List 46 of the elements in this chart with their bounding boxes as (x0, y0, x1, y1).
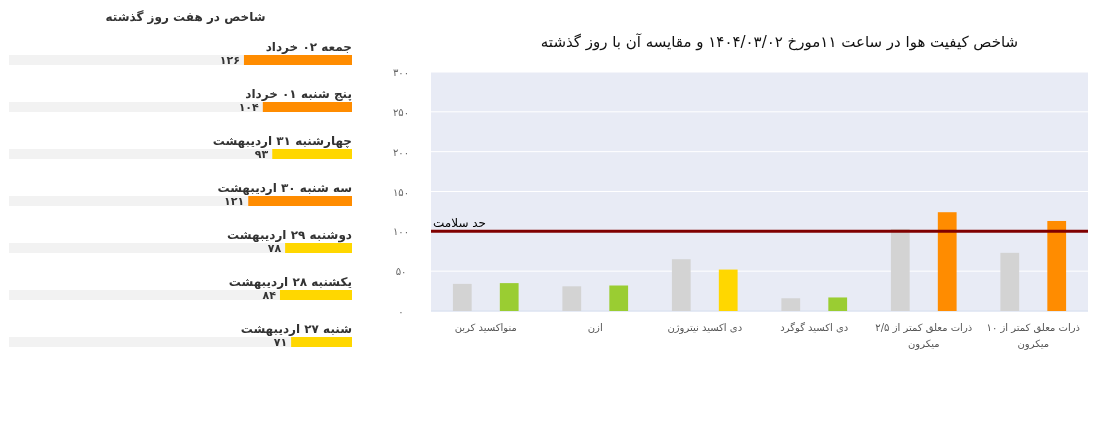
y-tick-label: ۵۰ (395, 266, 407, 278)
data-label: ۱۲۶ (219, 54, 240, 67)
y-tick-label: ۲۵۰ (392, 106, 410, 118)
data-label: ۷۱ (273, 336, 288, 349)
bar (499, 283, 519, 311)
bar (279, 290, 352, 300)
bar (781, 298, 801, 311)
bar (291, 337, 352, 347)
bar (890, 228, 910, 311)
bar (718, 269, 738, 311)
bar (937, 212, 957, 311)
data-label: ۷۸ (267, 242, 282, 255)
bar (1047, 220, 1067, 311)
y-tick-label: چهارشنبه ۳۱ اردیبهشت (212, 134, 352, 148)
y-tick-label: ۱۰۰ (392, 226, 410, 238)
ref-line-label: حد سلامت (433, 216, 486, 231)
bar (272, 149, 352, 159)
data-label: ۱۲۱ (224, 195, 245, 208)
x-tick-label: ذرات معلق کمتر از ۲/۵ میکرون (875, 322, 973, 350)
chart-title: شاخص در هفت روز گذشته (105, 10, 266, 25)
y-tick-label: ۰ (398, 306, 404, 317)
bar (562, 286, 582, 311)
x-tick-label: منواکسید کربن (454, 322, 517, 333)
chart-title: شاخص کیفیت هوا در ساعت ۱۱مورخ ۱۴۰۴/۰۳/۰۲ و مقایسه آن با روز گذشته (540, 33, 1019, 51)
x-tick-label: ذرات معلق کمتر از ۱۰ میکرون (986, 322, 1080, 350)
data-label: ۱۰۴ (238, 101, 260, 114)
bar (828, 297, 848, 311)
data-label: ۸۴ (262, 289, 277, 302)
y-tick-label: یکشنبه ۲۸ اردیبهشت (228, 275, 352, 289)
bar (452, 283, 472, 311)
y-tick-label: ۳۰۰ (392, 67, 410, 78)
bar (609, 285, 629, 311)
x-tick-label: دی اکسید نیتروژن (667, 322, 743, 334)
y-tick-label: پنج شنبه ۰۱ خرداد (245, 87, 352, 101)
y-tick-label: ۱۵۰ (392, 186, 410, 198)
bar (1000, 252, 1020, 311)
y-tick-label: سه شنبه ۳۰ اردیبهشت (217, 181, 352, 195)
y-tick-label: ۲۰۰ (392, 146, 410, 158)
y-tick-label: شنبه ۲۷ اردیبهشت (240, 322, 352, 336)
x-tick-label: ازن (587, 322, 603, 333)
x-tick-label: دی اکسید گوگرد (780, 322, 849, 333)
data-label: ۹۳ (254, 148, 269, 161)
bar (285, 243, 352, 253)
y-tick-label: جمعه ۰۲ خرداد (265, 40, 352, 54)
bar (671, 259, 691, 311)
y-tick-label: دوشنبه ۲۹ اردیبهشت (227, 228, 352, 243)
